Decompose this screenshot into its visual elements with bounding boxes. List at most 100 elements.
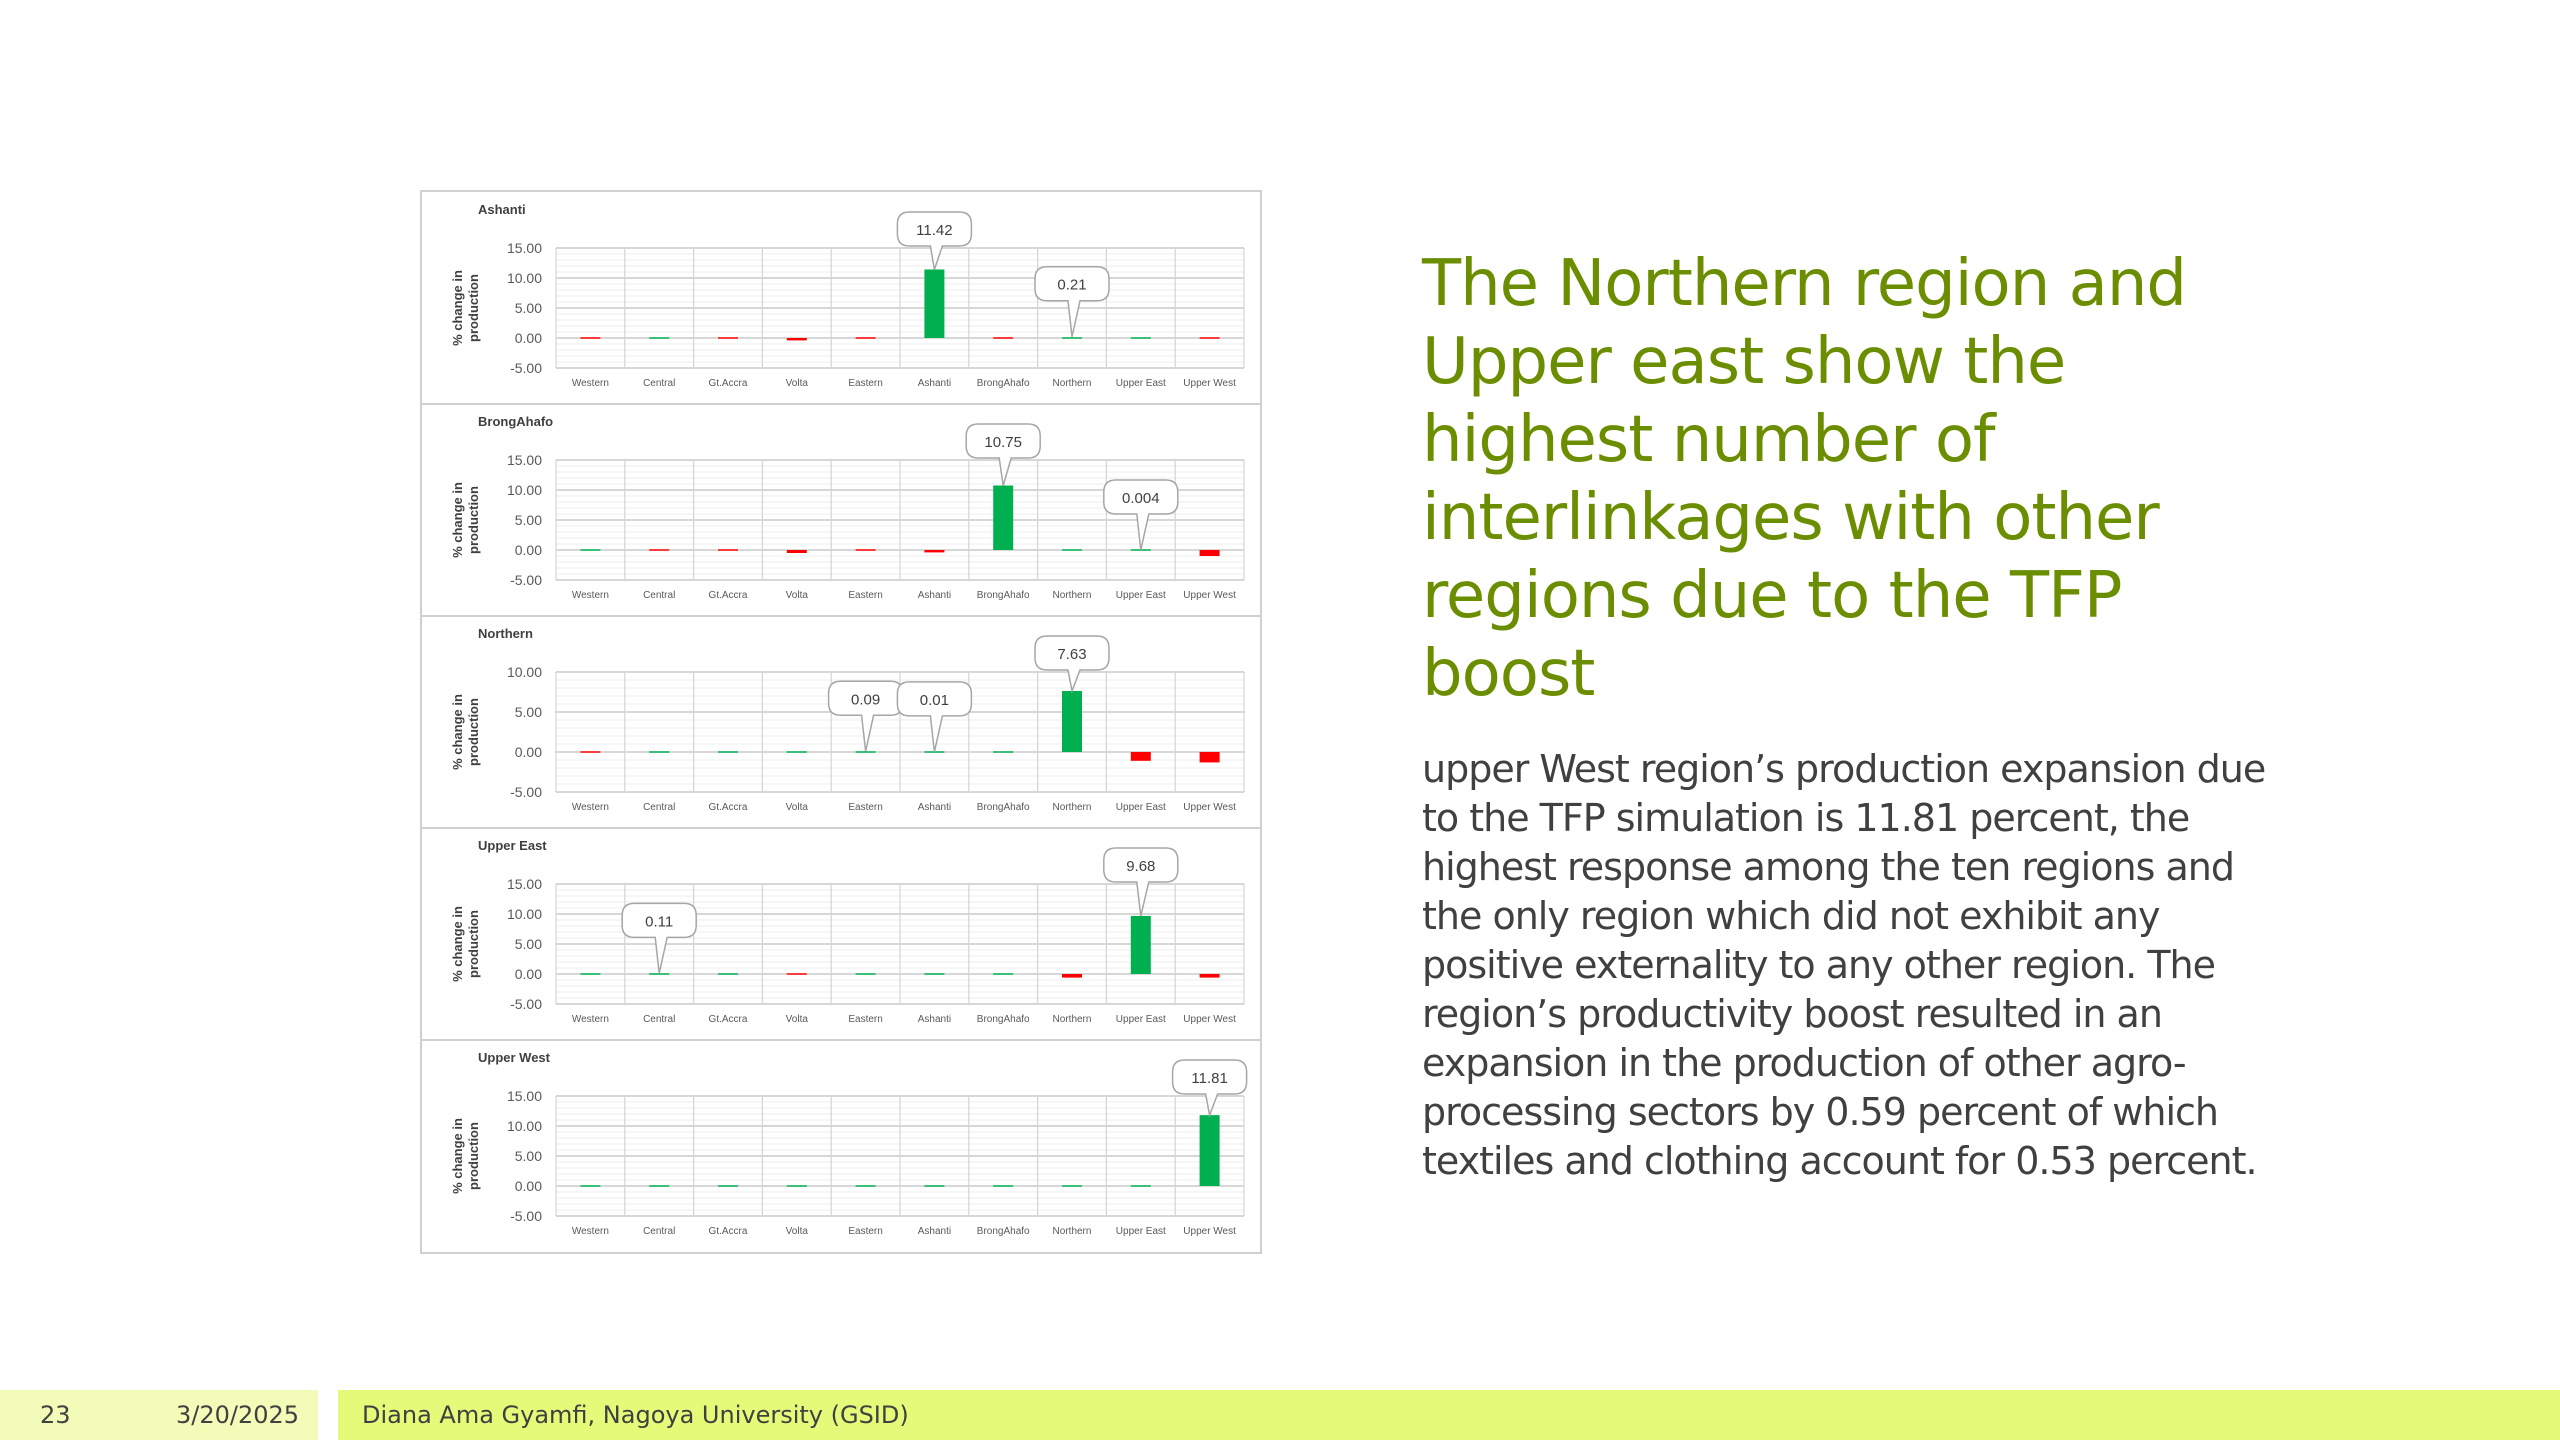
bar (855, 337, 876, 339)
bar (649, 549, 670, 551)
x-tick-label: BrongAhafo (977, 1014, 1030, 1025)
x-tick-label: Volta (786, 378, 809, 389)
data-callout (621, 902, 697, 974)
x-tick-label: Northern (1053, 802, 1092, 813)
data-label: 11.81 (1191, 1070, 1227, 1087)
y-tick-label: 0.00 (515, 542, 542, 558)
x-tick-label: Volta (786, 1014, 809, 1025)
data-label: 0.09 (851, 691, 880, 708)
bar (649, 337, 670, 339)
bar (718, 1185, 738, 1187)
data-label: 0.11 (645, 913, 673, 930)
x-tick-label: Western (572, 802, 609, 813)
y-tick-label: 15.00 (507, 1088, 542, 1104)
y-axis-label: % change inproduction (450, 694, 481, 770)
bar (580, 549, 601, 551)
chart-title: Upper East (478, 838, 547, 853)
bar (1130, 915, 1151, 974)
x-tick-label: Upper West (1183, 802, 1236, 813)
y-tick-label: 10.00 (507, 270, 542, 286)
x-tick-label: Upper West (1183, 378, 1236, 389)
data-label: 7.63 (1057, 646, 1086, 663)
footer-date: 3/20/2025 (176, 1401, 300, 1429)
x-tick-label: Northern (1053, 1226, 1092, 1237)
bar (1062, 974, 1082, 978)
bar (1199, 337, 1220, 339)
bar (1130, 752, 1151, 761)
bar (1199, 1115, 1220, 1186)
x-tick-label: Western (572, 378, 609, 389)
y-tick-label: 5.00 (515, 704, 542, 720)
footer-author: Diana Ama Gyamfi, Nagoya University (GSI… (362, 1401, 909, 1429)
x-tick-label: Volta (786, 590, 809, 601)
regional-bar-charts: Ashanti % change inproduction 15.00 10.00 5.… (422, 202, 1260, 1237)
bar (855, 1185, 876, 1187)
bar (649, 1185, 670, 1187)
bar (1199, 974, 1220, 978)
bar (924, 1185, 945, 1187)
bar (786, 1185, 807, 1187)
bar (718, 337, 738, 339)
y-tick-label: -5.00 (510, 996, 542, 1012)
y-tick-label: -5.00 (510, 1208, 542, 1224)
chart-title: Ashanti (478, 202, 526, 217)
chart-title: Upper West (478, 1050, 551, 1065)
data-callout (1103, 847, 1179, 917)
data-label: 0.004 (1122, 490, 1160, 507)
data-label: 11.42 (916, 222, 952, 239)
bar (993, 751, 1014, 753)
slide-body-text: upper West region’s production expansion… (1422, 747, 2266, 1183)
x-tick-label: Northern (1053, 590, 1092, 601)
x-tick-label: Northern (1053, 378, 1092, 389)
chart-title: BrongAhafo (478, 414, 553, 429)
x-tick-label: Eastern (848, 590, 882, 601)
bar (993, 337, 1014, 339)
bar (580, 1185, 601, 1187)
x-tick-label: BrongAhafo (977, 590, 1030, 601)
x-tick-label: Northern (1053, 1014, 1092, 1025)
x-tick-label: Eastern (848, 378, 882, 389)
bar (786, 973, 807, 975)
bar (649, 751, 670, 753)
x-tick-label: Eastern (848, 802, 882, 813)
bar (855, 549, 876, 551)
x-tick-label: BrongAhafo (977, 1226, 1030, 1237)
x-tick-label: Upper East (1116, 590, 1166, 601)
x-tick-label: BrongAhafo (977, 802, 1030, 813)
footer-bar: 23 3/20/2025 Diana Ama Gyamfi, Nagoya Un… (0, 1390, 2560, 1440)
y-axis-label: % change inproduction (450, 482, 481, 558)
y-axis-label: % change inproduction (450, 1118, 481, 1194)
y-tick-label: 15.00 (507, 240, 542, 256)
y-tick-label: 15.00 (507, 876, 542, 892)
data-label: 9.68 (1126, 858, 1155, 875)
bar (855, 973, 876, 975)
x-tick-label: Western (572, 1226, 609, 1237)
x-tick-label: Ashanti (918, 1014, 951, 1025)
x-tick-label: Central (643, 378, 675, 389)
y-tick-label: 15.00 (507, 452, 542, 468)
data-callout (896, 681, 973, 753)
bar (786, 338, 807, 341)
y-tick-label: -5.00 (510, 572, 542, 588)
x-tick-label: Central (643, 802, 675, 813)
bar (1199, 752, 1220, 763)
x-tick-label: Western (572, 1014, 609, 1025)
y-tick-label: 10.00 (507, 664, 542, 680)
bar (580, 973, 601, 975)
x-tick-label: BrongAhafo (977, 378, 1030, 389)
x-tick-label: Upper East (1116, 378, 1166, 389)
y-tick-label: 5.00 (515, 300, 542, 316)
x-tick-label: Upper East (1116, 1226, 1166, 1237)
y-tick-label: 0.00 (515, 1178, 542, 1194)
y-tick-label: 10.00 (507, 482, 542, 498)
bar (580, 751, 601, 753)
x-tick-label: Central (643, 1014, 675, 1025)
x-tick-label: Upper West (1183, 1226, 1236, 1237)
x-tick-label: Gt.Accra (709, 378, 748, 389)
bar (786, 751, 807, 753)
bar (993, 973, 1014, 975)
bar (718, 751, 738, 753)
x-tick-label: Gt.Accra (709, 1014, 748, 1025)
data-label: 0.21 (1057, 277, 1086, 294)
y-tick-label: 5.00 (515, 512, 542, 528)
